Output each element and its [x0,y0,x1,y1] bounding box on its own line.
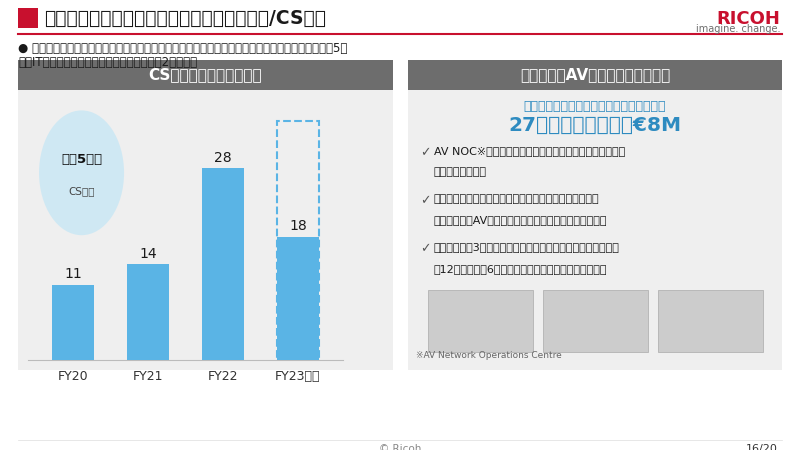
Bar [18,8,38,28]
Text: マネージドAVサービス　顧客事例: マネージドAVサービス 顧客事例 [520,68,670,82]
Bar [408,60,782,90]
Text: © Ricoh: © Ricoh [379,444,421,450]
Text: 27か国　契約金額　€8M: 27か国 契約金額 €8M [509,116,682,135]
Text: を12月末までに6か国で導入完了、以降順次各国で導入: を12月末までに6か国で導入完了、以降順次各国で導入 [434,264,607,274]
Bar [278,121,318,360]
Bar [408,60,782,370]
Text: （ITサービスなどそのほかの領域では勝率2割程度）: （ITサービスなどそのほかの領域では勝率2割程度） [18,56,197,69]
Text: リコーのグローバル顧客接点力を評価（地域をまたがっ: リコーのグローバル顧客接点力を評価（地域をまたがっ [434,194,600,204]
Text: る復旧・修理交換: る復旧・修理交換 [434,167,487,177]
Bar [542,290,647,352]
Text: 11: 11 [64,267,82,281]
Bar [127,264,169,360]
Bar [278,237,318,360]
Text: 16/20: 16/20 [746,444,778,450]
Text: ※AV Network Operations Centre: ※AV Network Operations Centre [416,351,562,360]
Bar [202,168,244,360]
Bar [658,290,762,352]
Ellipse shape [39,110,124,235]
Text: RICOH: RICOH [716,10,780,28]
Text: ✓: ✓ [420,242,430,255]
Text: お客様要求の3サイズのミーティングスペースと会議システム: お客様要求の3サイズのミーティングスペースと会議システム [434,242,620,252]
Text: ● 商談対応強化によりグローバル商談数も伸びており、コミュニケーションサービス領域では勝率5割: ● 商談対応強化によりグローバル商談数も伸びており、コミュニケーションサービス領… [18,42,347,55]
Text: CS商談: CS商談 [68,186,95,196]
Bar [18,60,393,90]
Text: 18: 18 [289,220,307,234]
Text: ✓: ✓ [420,146,430,159]
Text: 14: 14 [139,247,157,261]
Bar [427,290,533,352]
Bar [52,285,94,360]
Text: ✓: ✓ [420,194,430,207]
Text: 勝率5割超: 勝率5割超 [61,153,102,166]
Text: 地域をまたがるグローバル案件の対応力強化/CS領域: 地域をまたがるグローバル案件の対応力強化/CS領域 [44,9,326,27]
Text: imagine. change.: imagine. change. [695,24,780,34]
Text: AV NOC※を活用したリモート保守とオンサイト保守によ: AV NOC※を活用したリモート保守とオンサイト保守によ [434,146,626,156]
Text: （グローバル大手ネットワーク通信会社）: （グローバル大手ネットワーク通信会社） [524,100,666,113]
Bar [18,60,393,370]
Text: て世界一律のAVソリューション・サービス提供が可能）: て世界一律のAVソリューション・サービス提供が可能） [434,216,607,225]
Text: CSグローバル商談発生数: CSグローバル商談発生数 [149,68,262,82]
Text: 28: 28 [214,151,232,165]
